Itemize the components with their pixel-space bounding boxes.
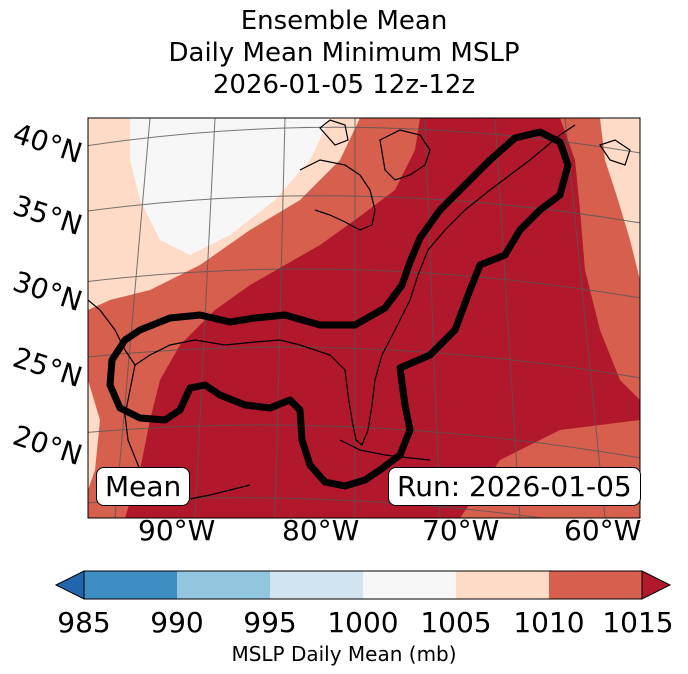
colorbar-tick-1015: 1015 (602, 606, 674, 639)
graticule (88, 118, 640, 518)
colorbar-seg-1000-1005 (363, 571, 456, 599)
colorbar-seg-995-1000 (270, 571, 363, 599)
colorbar-extend-low (54, 570, 85, 600)
lon-label-80w: 80°W (282, 514, 360, 547)
field-1005-1010-sw (88, 380, 100, 490)
colorbar-seg-990-995 (177, 571, 270, 599)
colorbar-label: MSLP Daily Mean (mb) (231, 642, 457, 666)
map-frame (87, 117, 641, 519)
colorbar-tick-1000: 1000 (327, 606, 399, 639)
title-line-2: Daily Mean Minimum MSLP (168, 38, 520, 68)
colorbar-seg-1005-1010 (456, 571, 549, 599)
lon-label-60w: 60°W (564, 514, 642, 547)
contour-line (106, 128, 572, 490)
colorbar-extend-high (641, 570, 672, 600)
mean-label-box: Mean (96, 467, 191, 506)
colorbar-seg-1010-1015 (549, 571, 642, 599)
colorbar-tick-1010: 1010 (513, 606, 585, 639)
colorbar-tick-990: 990 (150, 606, 204, 639)
field-1000-1005 (130, 118, 330, 255)
run-date-box: Run: 2026-01-05 (388, 467, 641, 506)
colorbar-tick-995: 995 (243, 606, 297, 639)
lon-label-70w: 70°W (422, 514, 500, 547)
title-line-1: Ensemble Mean (240, 6, 448, 36)
colorbar-tick-1005: 1005 (420, 606, 492, 639)
field-1005-1010-ne (600, 118, 640, 280)
colorbar-frame (83, 570, 643, 600)
colorbar-seg-985-990 (84, 571, 177, 599)
title-line-3: 2026-01-05 12z-12z (212, 70, 476, 100)
colorbar-tick-985: 985 (57, 606, 111, 639)
lon-label-90w: 90°W (138, 514, 216, 547)
